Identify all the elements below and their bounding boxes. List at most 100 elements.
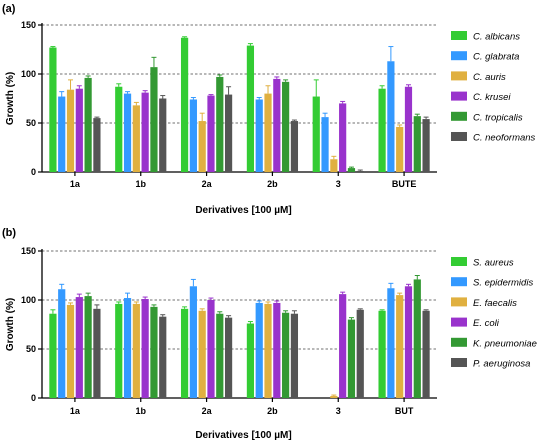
panel-label: (a) (2, 3, 16, 15)
bar (330, 396, 338, 398)
y-tick-label: 50 (26, 344, 36, 354)
bar (246, 45, 255, 172)
legend-label: C. albicans (473, 32, 520, 43)
bar (84, 296, 92, 398)
bar (180, 308, 189, 398)
bar (123, 93, 132, 172)
legend-label: P. aeruginosa (473, 359, 530, 370)
bar (159, 98, 167, 172)
bar (224, 317, 233, 398)
legend-swatch (451, 317, 467, 327)
bar (413, 279, 421, 398)
bar (413, 116, 421, 172)
legend-swatch (451, 257, 467, 266)
bar (207, 95, 215, 172)
bar (396, 295, 404, 398)
bar (180, 37, 189, 172)
x-tick-label: 3 (336, 179, 341, 189)
legend-swatch (451, 297, 467, 307)
legend: S. aureus S. epidermidis E. faecalis E. col… (451, 257, 537, 370)
bar (422, 119, 430, 172)
x-tick-label: BUTE (392, 179, 417, 189)
bar (246, 323, 255, 398)
legend-swatch (451, 71, 467, 81)
chart-panel-b: (b) 0 50 100 150 Growth (%) 1a 1b 2a 2b 3 BUT Deriva… (2, 227, 537, 441)
bar (132, 105, 140, 172)
bar (339, 103, 347, 172)
x-tick-label: 1a (70, 179, 81, 189)
x-tick-label: 2b (267, 406, 278, 416)
bar (396, 126, 404, 172)
y-tick-label: 0 (31, 167, 36, 177)
bar (347, 319, 356, 398)
bar (198, 121, 206, 172)
bar (255, 99, 263, 172)
bar (216, 313, 224, 398)
legend-label: C. auris (473, 72, 506, 83)
y-tick-label: 100 (21, 295, 36, 305)
bar (189, 99, 197, 172)
x-tick-label: 2a (202, 179, 213, 189)
bar (198, 310, 206, 398)
x-axis-label: Derivatives [100 µM] (195, 430, 291, 441)
legend-swatch (451, 277, 467, 287)
bar (84, 77, 92, 172)
legend-swatch (451, 358, 467, 367)
bar (330, 159, 338, 172)
x-tick-label: 2b (267, 179, 278, 189)
bar (273, 78, 281, 172)
y-tick-label: 0 (31, 393, 36, 403)
bar (216, 76, 224, 172)
bar (273, 302, 281, 398)
y-tick-label: 50 (26, 118, 36, 128)
panel-label: (b) (2, 227, 16, 239)
bar (404, 86, 413, 172)
bar (290, 121, 299, 172)
bar (422, 310, 430, 398)
legend-label: C. neoformans (473, 133, 536, 144)
bar (356, 171, 364, 172)
legend-label: K. pneumoniae (473, 338, 537, 349)
legend-label: S. aureus (473, 258, 514, 269)
bar (282, 81, 290, 172)
x-axis-label: Derivatives [100 µM] (195, 205, 291, 216)
bar (387, 61, 395, 173)
bar (282, 312, 290, 398)
bar (49, 313, 57, 398)
bar (58, 96, 66, 172)
legend-label: E. coli (473, 318, 500, 329)
bar (66, 89, 75, 172)
bar (66, 304, 75, 398)
bar (75, 88, 83, 172)
legend-swatch (451, 111, 467, 121)
x-tick-label: 1a (70, 406, 81, 416)
bar (93, 118, 101, 172)
legend-swatch (451, 51, 467, 61)
bar (75, 297, 83, 398)
y-axis-label: Growth (%) (5, 72, 16, 125)
bar (115, 86, 123, 172)
bar (150, 306, 158, 398)
bar (189, 286, 197, 398)
bar (321, 117, 329, 172)
bar (132, 303, 140, 398)
bar (141, 299, 149, 398)
legend-label: C. tropicalis (473, 112, 523, 123)
x-tick-label: 1b (135, 406, 146, 416)
x-tick-label: 1b (135, 179, 146, 189)
x-tick-label: BUT (395, 406, 414, 416)
bar (378, 310, 386, 398)
bar (347, 168, 356, 172)
legend-swatch (451, 132, 467, 141)
bar (378, 88, 386, 172)
bar (264, 93, 272, 172)
y-tick-label: 150 (21, 20, 36, 30)
bar (150, 67, 158, 172)
legend-swatch (451, 31, 467, 40)
bar (404, 286, 413, 398)
legend-label: C. krusei (473, 92, 511, 103)
bar (141, 92, 149, 172)
legend-label: S. epidermidis (473, 278, 533, 289)
bar (224, 94, 233, 172)
